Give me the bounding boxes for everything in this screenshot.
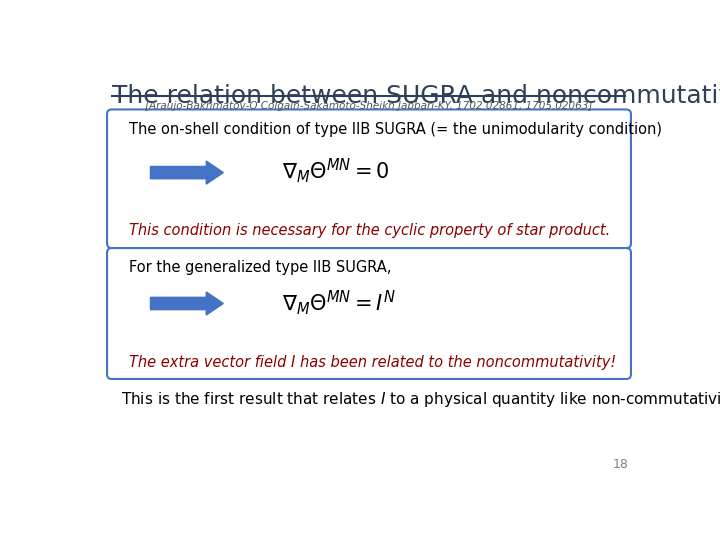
FancyBboxPatch shape [107, 248, 631, 379]
Text: This is the first result that relates $I$ to a physical quantity like non-commut: This is the first result that relates $I… [121, 390, 720, 409]
Text: For the generalized type IIB SUGRA,: For the generalized type IIB SUGRA, [129, 260, 391, 275]
Polygon shape [150, 292, 223, 315]
Text: This condition is necessary for the cyclic property of star product.: This condition is necessary for the cycl… [129, 224, 610, 239]
Text: The extra vector field I has been related to the noncommutativity!: The extra vector field I has been relate… [129, 355, 616, 370]
Text: 18: 18 [613, 458, 629, 471]
Text: The relation between SUGRA and noncommutativity: The relation between SUGRA and noncommut… [112, 84, 720, 108]
Polygon shape [150, 161, 223, 184]
Text: The on-shell condition of type IIB SUGRA (= the unimodularity condition): The on-shell condition of type IIB SUGRA… [129, 122, 662, 137]
Text: [Araujo-Bakhmatov-O Colgain-Sakamoto-Sheikh Jabbari-KY, 1702.02861, 1705.02063]: [Araujo-Bakhmatov-O Colgain-Sakamoto-She… [145, 101, 593, 111]
Text: $\nabla_M \Theta^{MN} = I^N$: $\nabla_M \Theta^{MN} = I^N$ [282, 288, 396, 317]
Text: $\nabla_M \Theta^{MN} = 0$: $\nabla_M \Theta^{MN} = 0$ [282, 157, 390, 185]
FancyBboxPatch shape [107, 110, 631, 248]
